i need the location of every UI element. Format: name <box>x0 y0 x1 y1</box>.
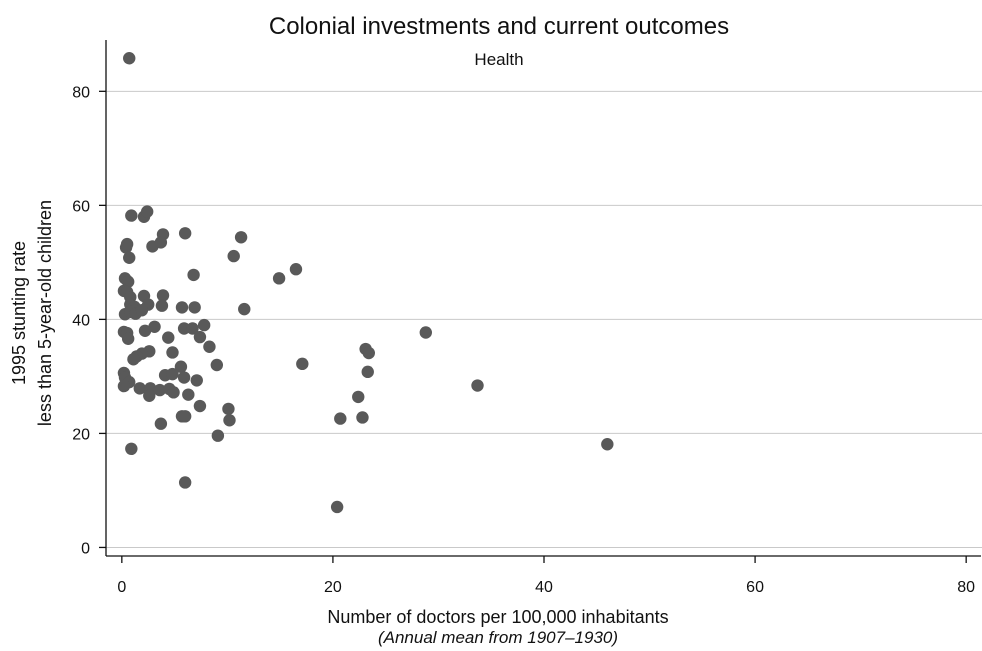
data-point <box>178 476 192 489</box>
data-point <box>234 231 248 244</box>
data-point <box>125 209 138 222</box>
data-point <box>352 390 365 404</box>
data-point <box>138 324 152 337</box>
data-point <box>166 346 179 359</box>
axes <box>105 40 981 557</box>
data-point <box>154 417 168 430</box>
data-point <box>117 379 131 393</box>
x-tick-label: 60 <box>746 579 764 596</box>
data-point <box>174 360 188 373</box>
data-point <box>471 379 484 392</box>
data-point <box>121 332 135 345</box>
gridlines <box>99 90 982 563</box>
y-axis-label-line1: 1995 stunting rate <box>9 241 29 385</box>
data-point <box>182 388 195 401</box>
data-point <box>156 289 170 302</box>
data-point <box>188 301 201 314</box>
y-tick-label: 0 <box>81 540 90 557</box>
x-ticks: 0 20 40 60 80 <box>117 579 975 596</box>
data-point <box>238 302 251 316</box>
data-point <box>334 412 347 425</box>
y-tick-label: 40 <box>72 312 90 329</box>
data-point <box>175 301 189 314</box>
data-point <box>125 442 138 456</box>
data-point <box>361 365 374 379</box>
data-point <box>167 386 180 399</box>
data-point <box>330 500 344 514</box>
data-point <box>187 268 200 282</box>
data-point <box>210 358 224 372</box>
data-point <box>193 399 207 413</box>
data-point <box>178 227 192 240</box>
data-point <box>177 371 191 384</box>
data-point <box>289 263 303 276</box>
data-point <box>135 304 149 317</box>
data-point <box>123 251 136 265</box>
data-point <box>362 346 375 360</box>
y-tick-label: 80 <box>72 84 90 101</box>
data-point <box>140 205 154 218</box>
data-point <box>222 402 235 416</box>
data-point <box>123 52 136 65</box>
data-point <box>193 330 207 344</box>
data-point <box>203 340 216 353</box>
data-point <box>601 438 614 451</box>
y-tick-label: 60 <box>72 198 90 215</box>
data-point <box>166 367 179 381</box>
data-point <box>143 389 156 402</box>
x-tick-label: 40 <box>535 579 553 596</box>
data-point <box>155 299 169 312</box>
data-point <box>186 322 199 335</box>
data-point <box>120 237 134 251</box>
data-point <box>272 272 286 285</box>
data-point <box>211 429 225 442</box>
x-axis-label: Number of doctors per 100,000 inhabitant… <box>327 607 668 627</box>
data-point <box>154 236 168 249</box>
y-tick-label: 20 <box>72 426 90 443</box>
y-axis-label-line2: less than 5-year-old children <box>35 200 55 426</box>
x-tick-label: 20 <box>324 579 342 596</box>
data-point <box>227 249 240 263</box>
data-point <box>296 357 309 371</box>
data-point <box>356 411 369 424</box>
data-point <box>197 318 211 332</box>
x-tick-label: 80 <box>957 579 975 596</box>
y-ticks: 0 20 40 60 80 <box>72 84 90 557</box>
chart-subtitle: Health <box>474 50 523 69</box>
data-point <box>223 414 236 427</box>
data-point <box>419 326 432 339</box>
x-axis-note: (Annual mean from 1907–1930) <box>378 628 618 647</box>
data-points <box>117 52 614 514</box>
data-point <box>190 374 203 387</box>
data-point <box>148 320 161 333</box>
x-tick-label: 0 <box>117 579 126 596</box>
data-point <box>127 353 140 366</box>
chart-title: Colonial investments and current outcome… <box>269 13 729 40</box>
data-point <box>133 382 146 395</box>
data-point <box>153 383 167 397</box>
data-point <box>178 410 192 423</box>
data-point <box>162 331 175 344</box>
